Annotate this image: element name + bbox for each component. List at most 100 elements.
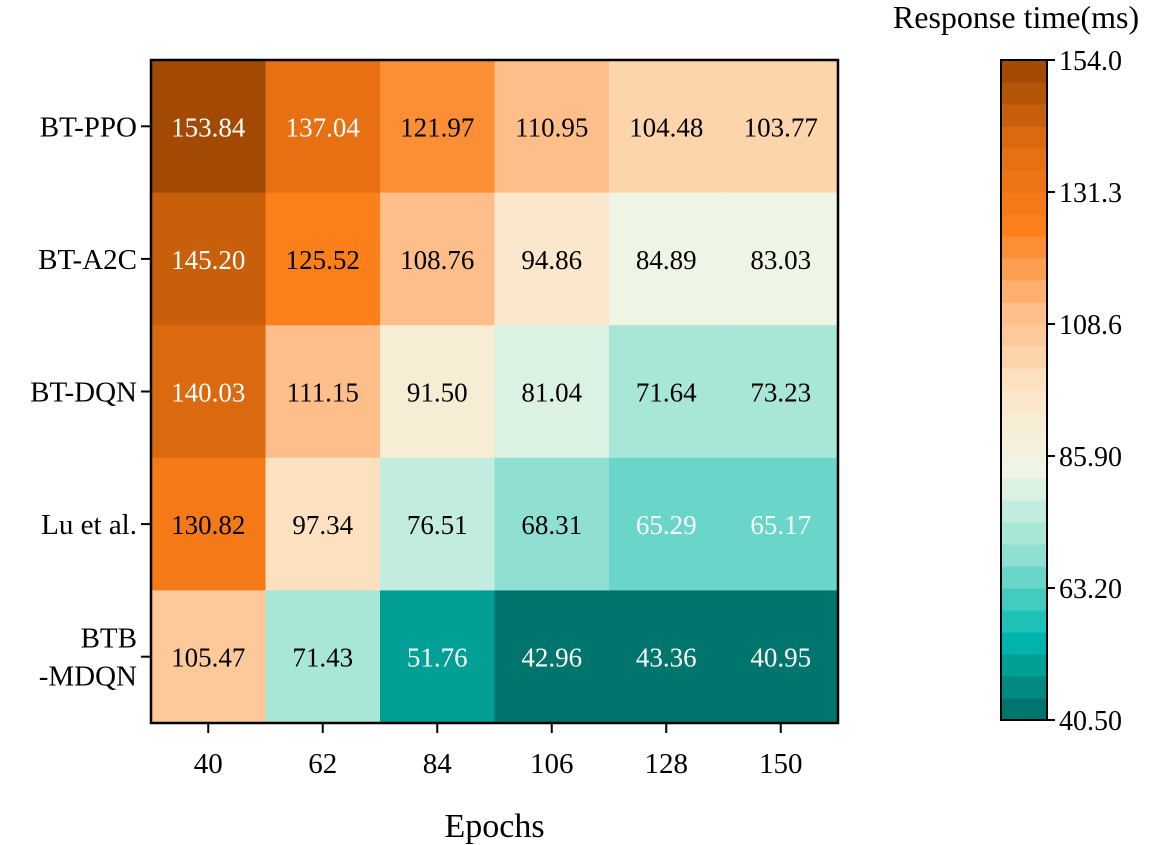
colorbar-segment — [1001, 544, 1047, 567]
x-tick-label: 128 — [645, 748, 689, 780]
colorbar-segment — [1001, 368, 1047, 391]
colorbar-segment — [1001, 698, 1047, 721]
cell-value-label: 105.47 — [171, 643, 245, 673]
cell-value-label: 84.89 — [636, 245, 697, 275]
colorbar-ticks: 154.0 131.3 108.6 85.90 63.20 40.50 — [1047, 46, 1122, 737]
cell-value-label: 51.76 — [407, 643, 468, 673]
colorbar-title: Response time(ms) — [893, 0, 1139, 35]
heatmap-cell — [494, 325, 610, 459]
y-tick-label: -MDQN — [39, 661, 137, 693]
cell-value-label: 137.04 — [286, 112, 361, 142]
cell-value-label: 97.34 — [292, 510, 353, 540]
heatmap-cell — [265, 457, 381, 591]
colorbar-segment — [1001, 610, 1047, 633]
cell-value-label: 73.23 — [750, 378, 811, 408]
heatmap-cell — [380, 192, 496, 326]
cell-value-label: 121.97 — [400, 112, 474, 142]
cell-value-label: 153.84 — [171, 112, 246, 142]
cell-value-label: 94.86 — [521, 245, 582, 275]
cell-value-label: 125.52 — [286, 245, 360, 275]
y-axis: BT-PPO BT-A2C BT-DQN Lu et al. BTB -MDQN — [30, 111, 151, 693]
cell-value-label: 91.50 — [407, 378, 468, 408]
cell-value-label: 104.48 — [629, 112, 703, 142]
heatmap-cell — [380, 60, 496, 194]
colorbar-frame — [1000, 59, 1048, 721]
y-tick-label: BTB — [81, 623, 137, 655]
colorbar-segment — [1001, 654, 1047, 677]
cell-value-label: 43.36 — [636, 643, 697, 673]
heatmap-cell — [380, 325, 496, 459]
cell-value-label: 76.51 — [407, 510, 468, 540]
x-tick-label: 40 — [194, 748, 223, 780]
heatmap-cell — [151, 192, 267, 326]
colorbar-segment — [1001, 522, 1047, 545]
colorbar-segment — [1001, 566, 1047, 589]
x-tick-label: 150 — [759, 748, 803, 780]
colorbar-segment — [1001, 412, 1047, 435]
heatmap-cell — [151, 60, 267, 194]
colorbar-segment — [1001, 192, 1047, 215]
cell-value-label: 68.31 — [521, 510, 582, 540]
colorbar-segment — [1001, 258, 1047, 281]
colorbar-segment — [1001, 632, 1047, 655]
colorbar-segment — [1001, 676, 1047, 699]
heatmap-cell — [494, 60, 610, 194]
heatmap-cell — [609, 60, 725, 194]
x-axis-label: Epochs — [444, 808, 544, 845]
colorbar-segment — [1001, 324, 1047, 347]
colorbar-tick-label: 63.20 — [1059, 574, 1122, 605]
y-tick-label: BT-A2C — [38, 244, 137, 276]
colorbar-tick-label: 131.3 — [1059, 178, 1122, 209]
colorbar-segment — [1001, 280, 1047, 303]
colorbar-segment — [1001, 236, 1047, 259]
y-tick-label: BT-DQN — [30, 377, 137, 409]
heatmap-cell — [609, 192, 725, 326]
colorbar-tick-label: 85.90 — [1059, 442, 1122, 473]
x-tick-label: 106 — [530, 748, 574, 780]
cell-value-label: 71.43 — [292, 643, 353, 673]
colorbar-segment — [1001, 434, 1047, 457]
colorbar-segment — [1001, 346, 1047, 369]
heatmap-cell — [265, 60, 381, 194]
cell-value-label: 108.76 — [400, 245, 474, 275]
heatmap-cell — [609, 457, 725, 591]
colorbar-segment — [1001, 60, 1047, 83]
heatmap-cell — [265, 192, 381, 326]
heatmap-cell — [151, 590, 267, 724]
heatmap-cell — [494, 590, 610, 724]
colorbar-segment — [1001, 302, 1047, 325]
colorbar — [1001, 60, 1047, 721]
cell-value-label: 140.03 — [171, 378, 245, 408]
cell-value-label: 40.95 — [750, 643, 811, 673]
heatmap-cell — [494, 192, 610, 326]
y-tick-label: Lu et al. — [41, 509, 137, 541]
colorbar-segment — [1001, 214, 1047, 237]
heatmap-cell — [151, 457, 267, 591]
colorbar-segment — [1001, 148, 1047, 171]
colorbar-tick-label: 40.50 — [1059, 706, 1122, 737]
colorbar-segment — [1001, 456, 1047, 479]
colorbar-segment — [1001, 500, 1047, 523]
cell-value-label: 71.64 — [636, 378, 697, 408]
heatmap-cell — [494, 457, 610, 591]
heatmap-cell — [723, 325, 839, 459]
x-tick-label: 84 — [423, 748, 453, 780]
heatmap-cell — [265, 590, 381, 724]
cell-value-label: 110.95 — [515, 112, 588, 142]
cell-value-label: 42.96 — [521, 643, 582, 673]
colorbar-tick-label: 108.6 — [1059, 310, 1122, 341]
heatmap-cell — [380, 590, 496, 724]
cell-value-label: 130.82 — [171, 510, 245, 540]
x-axis: 40 62 84 106 128 150 — [194, 723, 803, 780]
heatmap-cell — [609, 590, 725, 724]
heatmap-cell — [609, 325, 725, 459]
x-tick-label: 62 — [308, 748, 337, 780]
colorbar-segment — [1001, 104, 1047, 127]
colorbar-segment — [1001, 588, 1047, 611]
heatmap-cell — [723, 192, 839, 326]
heatmap-cell — [723, 60, 839, 194]
colorbar-segment — [1001, 478, 1047, 501]
cell-value-label: 111.15 — [287, 378, 359, 408]
heatmap-cell — [265, 325, 381, 459]
